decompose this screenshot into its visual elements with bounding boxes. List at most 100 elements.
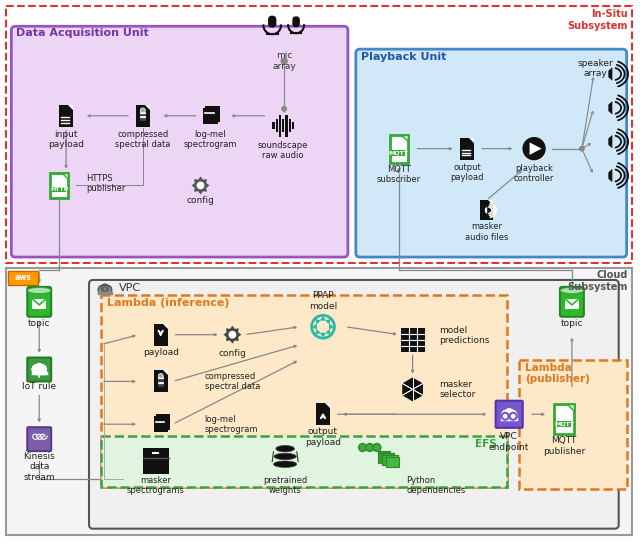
Circle shape — [37, 365, 46, 374]
Text: Data Acquisition Unit: Data Acquisition Unit — [17, 28, 149, 38]
FancyBboxPatch shape — [560, 287, 584, 317]
Polygon shape — [488, 200, 493, 205]
FancyBboxPatch shape — [154, 416, 168, 432]
Text: MQTT
publisher: MQTT publisher — [543, 436, 585, 456]
Bar — [6, 7, 632, 263]
Polygon shape — [470, 138, 474, 143]
Text: Lambda (inference): Lambda (inference) — [107, 298, 229, 308]
Polygon shape — [609, 135, 612, 148]
Ellipse shape — [273, 461, 297, 468]
FancyBboxPatch shape — [386, 454, 398, 457]
Circle shape — [140, 108, 145, 113]
Polygon shape — [325, 403, 330, 408]
FancyBboxPatch shape — [154, 370, 168, 393]
FancyBboxPatch shape — [356, 49, 627, 257]
Bar — [519, 359, 627, 489]
Circle shape — [358, 444, 367, 451]
Circle shape — [281, 58, 287, 64]
Ellipse shape — [276, 445, 294, 452]
Text: HTTP: HTTP — [50, 187, 68, 192]
Ellipse shape — [28, 287, 51, 294]
Circle shape — [505, 409, 513, 417]
Bar — [6, 268, 632, 535]
Polygon shape — [609, 101, 612, 115]
Text: input
payload: input payload — [48, 130, 84, 149]
FancyBboxPatch shape — [28, 287, 51, 317]
Polygon shape — [401, 135, 408, 141]
Bar — [282, 119, 284, 132]
Circle shape — [98, 285, 107, 294]
Circle shape — [314, 325, 317, 329]
Circle shape — [101, 284, 109, 291]
FancyBboxPatch shape — [292, 16, 300, 27]
Polygon shape — [485, 206, 487, 214]
FancyBboxPatch shape — [89, 280, 619, 529]
Text: speaker
array: speaker array — [578, 59, 614, 79]
Text: masker
spectrograms: masker spectrograms — [127, 476, 185, 495]
Text: Lambda
(publisher): Lambda (publisher) — [525, 363, 590, 384]
FancyBboxPatch shape — [378, 453, 391, 463]
FancyBboxPatch shape — [204, 108, 218, 124]
FancyBboxPatch shape — [156, 414, 170, 431]
Circle shape — [326, 330, 330, 334]
FancyBboxPatch shape — [32, 299, 46, 309]
FancyBboxPatch shape — [390, 135, 408, 162]
Text: soundscape
raw audio: soundscape raw audio — [258, 141, 308, 160]
FancyBboxPatch shape — [378, 451, 390, 453]
FancyBboxPatch shape — [382, 453, 394, 456]
Text: config: config — [187, 197, 214, 205]
Text: IoT rule: IoT rule — [22, 382, 56, 392]
FancyBboxPatch shape — [564, 299, 579, 309]
Text: masker
selector: masker selector — [440, 380, 476, 399]
Bar — [276, 119, 278, 132]
Text: Cloud
Subsystem: Cloud Subsystem — [567, 270, 628, 292]
Text: pretrained
weights: pretrained weights — [263, 476, 307, 495]
Polygon shape — [62, 173, 68, 179]
FancyBboxPatch shape — [554, 405, 573, 434]
Text: topic: topic — [28, 319, 51, 328]
FancyBboxPatch shape — [205, 105, 220, 122]
Circle shape — [197, 182, 204, 188]
Polygon shape — [609, 67, 612, 81]
Circle shape — [35, 363, 43, 371]
Text: model
predictions: model predictions — [440, 326, 490, 345]
Text: VPC: VPC — [119, 283, 141, 293]
Text: PPAP
model: PPAP model — [309, 292, 337, 311]
Text: Kinesis
data
stream: Kinesis data stream — [23, 452, 55, 482]
Ellipse shape — [560, 287, 584, 294]
Text: MQTT: MQTT — [388, 150, 409, 156]
FancyBboxPatch shape — [154, 324, 168, 345]
Bar — [557, 421, 572, 427]
Circle shape — [32, 365, 42, 374]
Circle shape — [522, 137, 546, 160]
Circle shape — [321, 317, 324, 321]
FancyBboxPatch shape — [59, 105, 73, 127]
FancyBboxPatch shape — [50, 173, 68, 198]
Circle shape — [373, 444, 381, 451]
Text: topic: topic — [561, 319, 583, 328]
Polygon shape — [403, 377, 423, 401]
Bar — [289, 119, 291, 132]
FancyBboxPatch shape — [12, 26, 348, 257]
Text: HTTPS
publisher: HTTPS publisher — [86, 174, 125, 193]
FancyBboxPatch shape — [495, 401, 523, 428]
Bar — [285, 115, 287, 137]
Text: config: config — [218, 349, 246, 358]
FancyBboxPatch shape — [268, 16, 276, 28]
Polygon shape — [529, 142, 541, 155]
FancyBboxPatch shape — [316, 403, 330, 425]
Text: log-mel
spectrogram: log-mel spectrogram — [184, 130, 237, 149]
Polygon shape — [223, 326, 241, 344]
FancyBboxPatch shape — [136, 105, 150, 127]
Circle shape — [507, 411, 516, 420]
Ellipse shape — [274, 453, 296, 460]
Circle shape — [316, 319, 319, 323]
Circle shape — [229, 331, 236, 338]
Polygon shape — [567, 405, 573, 411]
Text: EFS: EFS — [476, 439, 497, 449]
Text: Playback Unit: Playback Unit — [361, 52, 446, 62]
Text: VPC
endpoint: VPC endpoint — [489, 432, 529, 452]
Text: MQTT: MQTT — [554, 421, 574, 426]
Circle shape — [321, 332, 324, 336]
Text: output
payload: output payload — [305, 427, 341, 446]
